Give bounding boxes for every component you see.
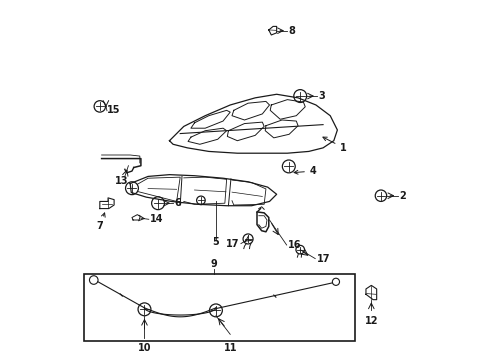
Text: 1: 1 <box>322 137 346 153</box>
Text: 15: 15 <box>107 105 121 115</box>
Text: 17: 17 <box>226 239 240 249</box>
Text: 8: 8 <box>288 26 295 36</box>
Text: 6: 6 <box>174 198 181 208</box>
Text: 4: 4 <box>293 166 316 176</box>
Text: 14: 14 <box>149 214 163 224</box>
Text: 17: 17 <box>316 253 329 264</box>
Text: 13: 13 <box>114 176 128 186</box>
Text: 5: 5 <box>212 237 219 247</box>
Bar <box>83 274 354 341</box>
Text: 10: 10 <box>138 343 151 353</box>
Text: 16: 16 <box>287 240 301 250</box>
Text: 11: 11 <box>223 343 237 353</box>
Text: 7: 7 <box>96 213 105 231</box>
Text: 3: 3 <box>318 91 325 101</box>
Text: 9: 9 <box>210 259 217 269</box>
Text: 2: 2 <box>398 191 405 201</box>
Text: 12: 12 <box>364 316 377 326</box>
